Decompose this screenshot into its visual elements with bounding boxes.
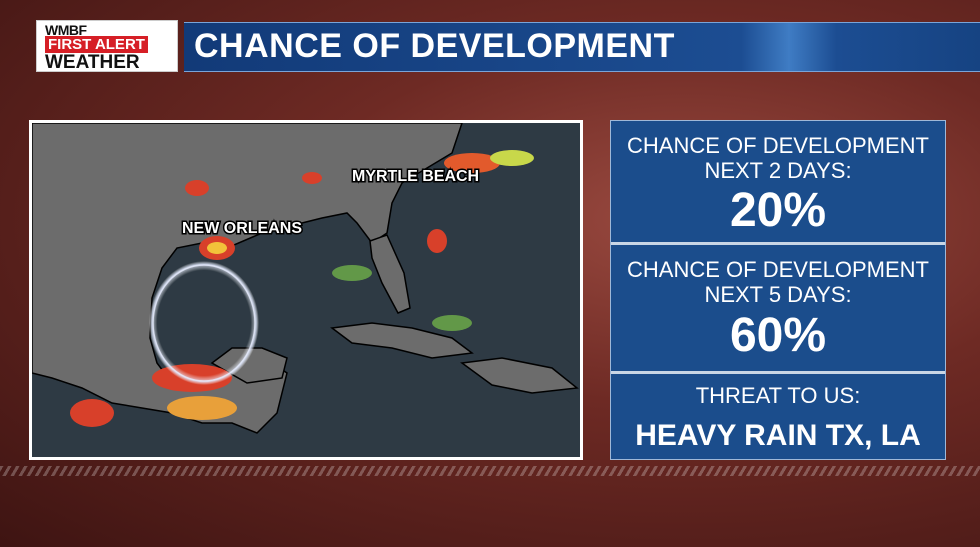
logo-weather: WEATHER: [45, 52, 140, 73]
section-subheading: NEXT 5 DAYS:: [704, 282, 852, 307]
development-ring: [152, 264, 256, 382]
development-area: [149, 261, 259, 385]
map: MYRTLE BEACH NEW ORLEANS: [29, 120, 583, 460]
land-florida: [369, 234, 411, 314]
station-logo: WMBF FIRST ALERT WEATHER: [36, 20, 178, 73]
logo-brand: FIRST ALERT: [45, 36, 148, 53]
info-panel: CHANCE OF DEVELOPMENT NEXT 2 DAYS: 20% C…: [610, 120, 946, 460]
separator: [611, 371, 945, 374]
separator: [611, 242, 945, 245]
map-label: NEW ORLEANS: [182, 220, 302, 237]
threat-heading: THREAT TO US:: [695, 383, 861, 408]
section-value: 20%: [729, 184, 827, 237]
title: CHANCE OF DEVELOPMENT: [194, 27, 675, 65]
logo-station: WMBF: [45, 22, 87, 38]
section-heading: CHANCE OF DEVELOPMENT: [627, 133, 929, 158]
decor-stripe: [0, 466, 980, 476]
title-bar: CHANCE OF DEVELOPMENT: [184, 22, 980, 72]
section-value: 60%: [729, 309, 827, 362]
land-hispaniola: [460, 357, 579, 394]
map-canvas: MYRTLE BEACH NEW ORLEANS: [32, 123, 579, 434]
threat-value: HEAVY RAIN TX, LA: [635, 419, 921, 452]
section-heading: CHANCE OF DEVELOPMENT: [627, 257, 929, 282]
section-subheading: NEXT 2 DAYS:: [704, 158, 852, 183]
map-label: MYRTLE BEACH: [352, 168, 479, 185]
land-cuba: [330, 322, 474, 359]
